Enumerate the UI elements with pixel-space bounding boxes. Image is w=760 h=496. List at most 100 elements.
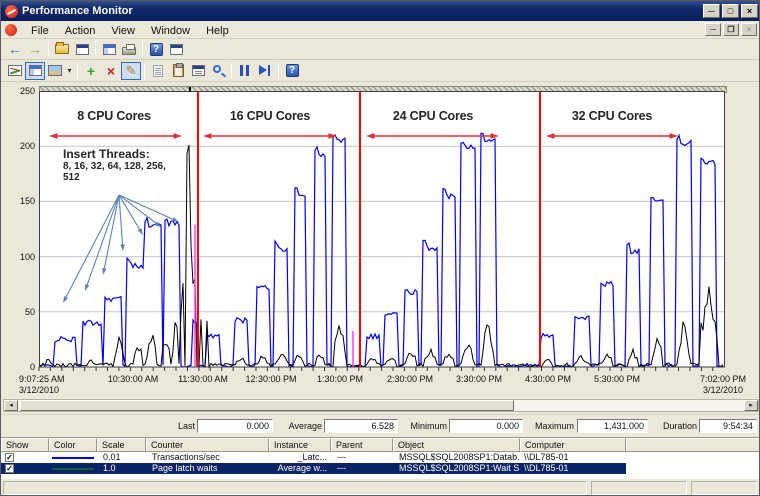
- time-position-marker: [189, 87, 191, 94]
- stat-value-average: 6.528: [324, 419, 398, 433]
- legend-instance-cell: _Latc...: [297, 452, 327, 462]
- console-window-icon[interactable]: [72, 40, 92, 58]
- delete-counter-icon[interactable]: ×: [106, 62, 116, 79]
- time-scrollbar: ◂ ▸: [1, 398, 759, 414]
- menu-view[interactable]: View: [111, 24, 135, 37]
- legend-column-computer[interactable]: Computer: [520, 438, 626, 452]
- menu-action[interactable]: Action: [64, 24, 96, 37]
- legend-column-instance[interactable]: Instance: [269, 438, 331, 452]
- x-tick-label: 5:30:00 PM: [593, 374, 641, 384]
- toolbar-separator: [95, 41, 96, 57]
- menu-bar: File Action View Window Help ─ ❐ ×: [1, 21, 759, 39]
- stat-value-last: 0.000: [197, 419, 273, 433]
- status-bar: [1, 478, 759, 495]
- legend-column-show[interactable]: Show: [1, 438, 49, 452]
- legend-color-cell: [49, 463, 97, 474]
- color-swatch: [52, 467, 94, 470]
- freeze-display-icon: [240, 65, 250, 76]
- paste-counters-icon: [172, 63, 184, 77]
- close-button[interactable]: ×: [741, 4, 758, 18]
- stat-value-maximum: 1,431.000: [577, 419, 648, 433]
- console-icon[interactable]: [166, 40, 186, 58]
- x-tick-label: 4:30:00 PM: [524, 374, 572, 384]
- copy-properties-icon[interactable]: [148, 62, 168, 80]
- x-tick-label: 12:30:00 PM: [245, 374, 297, 384]
- toolbar-separator: [77, 62, 78, 79]
- export-folder-icon: [55, 42, 69, 54]
- toolbar-separator: [278, 62, 279, 79]
- zoom-icon: [212, 65, 221, 73]
- scroll-left-arrow[interactable]: ◂: [4, 400, 18, 411]
- y-tick-label: 100: [19, 251, 35, 262]
- toolbar-separator: [144, 62, 145, 79]
- properties-icon[interactable]: [188, 62, 208, 80]
- menu-help[interactable]: Help: [206, 24, 229, 37]
- legend-row-1[interactable]: ✓ 0.01 Transactions/sec _Latc... --- MSSQL$SQ…: [1, 452, 759, 463]
- paste-counters-icon[interactable]: [168, 62, 188, 80]
- toolbar-separator: [48, 41, 49, 57]
- menu-window[interactable]: Window: [150, 24, 191, 37]
- print-icon: [122, 44, 136, 55]
- maximize-button[interactable]: □: [722, 4, 739, 18]
- child-window-icon[interactable]: [5, 23, 17, 36]
- perfmon-app-icon: [5, 4, 18, 18]
- child-minimize-button[interactable]: ─: [705, 23, 721, 36]
- title-bar: Performance Monitor ─ □ ×: [1, 1, 759, 21]
- child-window-buttons: ─ ❐ ×: [705, 23, 757, 36]
- console-icon: [169, 43, 183, 55]
- help-icon[interactable]: [146, 40, 166, 58]
- toolbar-separator: [231, 62, 232, 79]
- menu-items: File Action View Window Help: [23, 21, 237, 39]
- time-scrollbar-thumb[interactable]: [20, 400, 514, 411]
- legend-column-parent[interactable]: Parent: [331, 438, 393, 452]
- legend-column-counter[interactable]: Counter: [146, 438, 269, 452]
- chart-canvas: [38, 91, 725, 371]
- scroll-right-arrow[interactable]: ▸: [744, 400, 758, 411]
- copy-properties-icon: [153, 64, 163, 77]
- time-scrollbar-track[interactable]: ◂ ▸: [3, 399, 759, 412]
- y-tick-label: 0: [29, 362, 35, 372]
- export-folder-icon[interactable]: [52, 40, 72, 58]
- legend-parent-cell: ---: [331, 463, 393, 474]
- freeze-display-icon[interactable]: [235, 62, 255, 80]
- menu-file[interactable]: File: [31, 24, 49, 37]
- legend-scale-cell: 1.0: [97, 463, 146, 474]
- legend-instance-cell: Average w...: [269, 463, 331, 474]
- print-icon[interactable]: [119, 40, 139, 58]
- stat-label-minimum: Minimum: [410, 421, 447, 431]
- legend-object-cell: MSSQL$SQL2008SP1:Wait S...: [393, 463, 520, 474]
- update-data-icon[interactable]: [255, 62, 275, 80]
- window-title: Performance Monitor: [22, 5, 133, 17]
- view-current-activity-icon[interactable]: [5, 62, 25, 80]
- back-icon[interactable]: ←: [8, 41, 22, 57]
- section-label-2: 16 CPU Cores: [229, 109, 311, 123]
- chart-type-dropdown-icon[interactable]: ▾: [67, 65, 72, 75]
- legend-computer-cell: \\DL785-01: [520, 463, 626, 474]
- add-counter-icon[interactable]: +: [86, 62, 96, 79]
- show-checkbox[interactable]: ✓: [5, 464, 14, 473]
- chart-plot: 8 CPU Cores 16 CPU Cores 24 CPU Cores 32 CP…: [38, 91, 725, 371]
- view-log-data-icon[interactable]: [25, 61, 45, 80]
- child-restore-button[interactable]: ❐: [723, 23, 739, 36]
- show-checkbox[interactable]: ✓: [5, 453, 14, 462]
- section-label-1: 8 CPU Cores: [77, 109, 151, 123]
- show-hide-tree-icon[interactable]: [99, 40, 119, 58]
- chart-type-icon[interactable]: [45, 62, 65, 80]
- legend-table: Show Color Scale Counter Instance Parent Objec…: [1, 437, 759, 478]
- zoom-icon[interactable]: [208, 62, 228, 80]
- legend-column-color[interactable]: Color: [49, 438, 97, 452]
- legend-row-2[interactable]: ✓ 1.0 Page latch waits Average w... --- MSSQL…: [1, 463, 759, 474]
- legend-column-object[interactable]: Object: [393, 438, 520, 452]
- highlight-icon[interactable]: ✎: [121, 61, 141, 80]
- insert-threads-note: Insert Threads: 8, 16, 32, 64, 128, 256,…: [63, 147, 166, 183]
- help2-icon[interactable]: [282, 62, 302, 80]
- legend-header-row: Show Color Scale Counter Instance Parent Objec…: [1, 438, 759, 452]
- show-hide-tree-icon: [102, 43, 116, 55]
- minimize-button[interactable]: ─: [703, 4, 720, 18]
- forward-icon[interactable]: →: [28, 41, 42, 57]
- legend-column-scale[interactable]: Scale: [97, 438, 146, 452]
- section-label-4: 32 CPU Cores: [571, 109, 653, 123]
- legend-column-filler: [626, 438, 759, 452]
- legend-row-filler: [626, 463, 759, 474]
- y-tick-label: 150: [19, 196, 35, 207]
